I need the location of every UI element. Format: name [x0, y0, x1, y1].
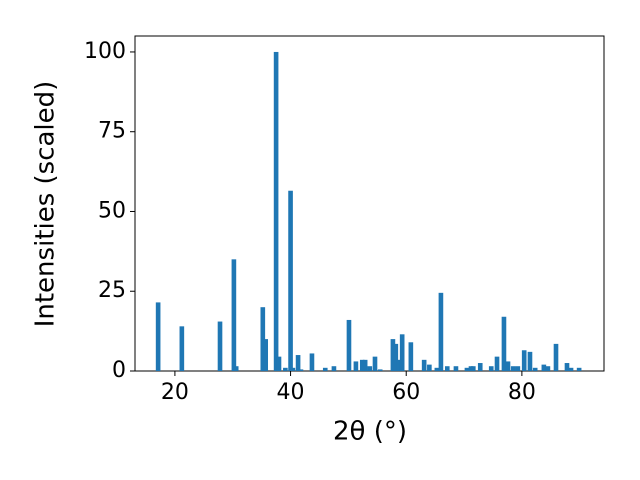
bar	[179, 326, 185, 371]
plot-frame	[134, 35, 605, 372]
bar	[527, 351, 533, 371]
bar	[346, 319, 352, 371]
bar	[309, 353, 315, 371]
x-tick-label: 40	[277, 380, 305, 405]
bar	[233, 366, 239, 371]
bar	[288, 190, 293, 371]
y-tick-label: 0	[112, 358, 126, 383]
bar	[322, 367, 328, 371]
bar	[568, 367, 574, 371]
bar	[477, 363, 483, 371]
bar	[283, 367, 288, 371]
x-tick-label: 80	[508, 380, 536, 405]
y-tick-label: 75	[98, 119, 126, 144]
bar	[501, 316, 507, 371]
bar	[367, 366, 373, 371]
bar	[359, 359, 365, 371]
bar	[260, 307, 266, 371]
bar	[396, 359, 402, 371]
y-axis-label: Intensities (scaled)	[31, 81, 61, 328]
bar	[434, 367, 440, 371]
bar	[276, 356, 282, 371]
bar	[290, 367, 296, 371]
y-tick-label: 50	[98, 198, 126, 223]
x-tick-label: 60	[392, 380, 420, 405]
bar	[541, 364, 547, 371]
bar	[510, 366, 516, 371]
bar	[564, 363, 570, 371]
bar	[331, 366, 337, 371]
bar	[263, 339, 269, 371]
bar	[408, 342, 414, 371]
bar	[515, 366, 521, 371]
bar	[362, 359, 368, 371]
x-axis-label: 2θ (°)	[333, 417, 407, 447]
bar	[488, 366, 494, 371]
bar	[470, 366, 476, 371]
bar	[438, 292, 444, 371]
bar	[427, 364, 432, 371]
bar	[545, 366, 551, 371]
bar	[464, 367, 470, 371]
y-tick-label: 100	[84, 39, 126, 64]
bar	[372, 356, 378, 371]
bar	[399, 334, 405, 371]
bar	[553, 343, 559, 371]
bar	[494, 356, 500, 371]
bar	[353, 361, 359, 371]
bar	[521, 350, 527, 371]
bar	[421, 359, 427, 371]
bar	[377, 369, 383, 371]
bar	[231, 259, 237, 371]
y-tick-label: 25	[98, 278, 126, 303]
bar	[532, 367, 538, 371]
bar	[155, 302, 161, 371]
bar	[444, 366, 450, 371]
bar	[273, 51, 279, 371]
bar	[468, 366, 474, 371]
bar	[295, 355, 301, 371]
bar	[217, 321, 223, 371]
bar	[390, 339, 396, 371]
x-tick-label: 20	[161, 380, 189, 405]
bar	[576, 367, 582, 371]
bar	[505, 361, 511, 371]
bar	[298, 369, 304, 371]
bar	[393, 343, 399, 371]
bar	[453, 366, 459, 371]
